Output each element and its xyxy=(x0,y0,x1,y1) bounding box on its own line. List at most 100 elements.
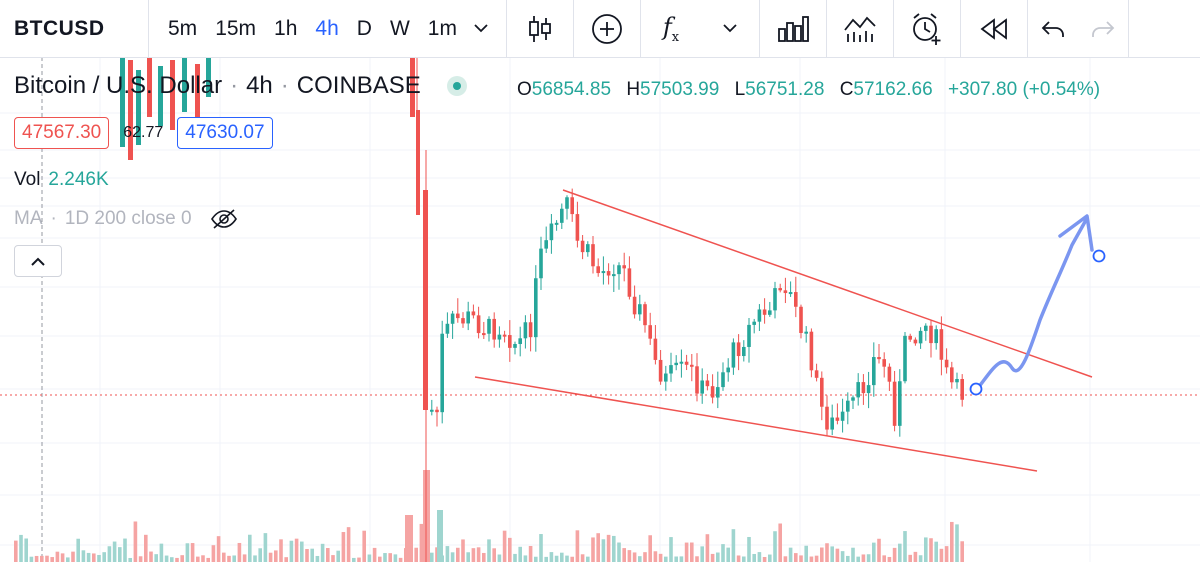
volume-bar xyxy=(19,534,23,562)
buy-price-button[interactable]: 47630.07 xyxy=(177,117,273,149)
interval-15m-button[interactable]: 15m xyxy=(215,16,257,40)
candle-body xyxy=(476,315,481,334)
volume-bar xyxy=(393,554,398,562)
volume-bar xyxy=(248,534,252,562)
candle-body xyxy=(918,330,923,344)
redo-icon[interactable] xyxy=(1078,0,1128,57)
candle-body xyxy=(128,60,133,160)
volume-bar xyxy=(528,545,533,562)
price-chart[interactable] xyxy=(0,57,1200,562)
candle-body xyxy=(632,296,637,315)
symbol-search-button[interactable]: BTCUSD xyxy=(14,16,105,40)
volume-bar xyxy=(586,556,590,562)
candle-body xyxy=(684,361,689,365)
candle-body xyxy=(445,323,450,334)
candle-body xyxy=(788,292,793,295)
ma-legend[interactable]: MA · 1D 200 close 0 xyxy=(14,208,238,230)
candle-body xyxy=(482,333,486,336)
volume-bar xyxy=(34,555,39,562)
drawing-handle xyxy=(1092,249,1106,263)
volume-bar xyxy=(86,552,91,562)
volume-bar xyxy=(695,556,699,562)
candle-body xyxy=(492,318,496,340)
upper-trendline xyxy=(562,189,1093,378)
candle-body xyxy=(773,288,777,311)
legend-separator: · xyxy=(230,72,239,99)
candle-body xyxy=(612,274,616,277)
volume-bar xyxy=(617,542,621,562)
projection-arrow xyxy=(976,218,1088,390)
toolbar-divider xyxy=(1127,0,1129,57)
interval-4h-button[interactable]: 4h xyxy=(315,16,339,40)
volume-bar xyxy=(866,554,871,562)
toolbar-divider xyxy=(639,0,641,57)
sell-price-button[interactable]: 47567.30 xyxy=(14,117,110,149)
undo-icon[interactable] xyxy=(1028,0,1078,57)
symbol-name: Bitcoin / U.S. Dollar xyxy=(14,72,223,99)
volume-bar xyxy=(716,552,720,562)
candle-body xyxy=(960,379,964,400)
hidden-eye-icon[interactable] xyxy=(210,209,238,229)
candle-body xyxy=(643,304,647,326)
volume-bar xyxy=(45,555,49,562)
toolbar-divider xyxy=(572,0,574,57)
candle-body xyxy=(762,309,767,315)
indicators-button[interactable]: fx xyxy=(641,0,759,57)
collapse-legend-button[interactable] xyxy=(14,245,62,277)
candle-body xyxy=(450,313,455,324)
volume-bar xyxy=(856,556,860,562)
toolbar-divider xyxy=(959,0,961,57)
volume-bar xyxy=(835,548,840,562)
interval-1m-button[interactable]: 1m xyxy=(427,16,457,40)
volume-bar xyxy=(346,527,351,562)
alert-icon[interactable] xyxy=(894,0,960,57)
volume-bar xyxy=(747,536,751,562)
volume-bar xyxy=(253,555,257,562)
volume-bar xyxy=(752,553,756,562)
candle-body xyxy=(586,244,590,253)
volume-bar xyxy=(887,556,892,562)
volume-bar xyxy=(476,547,481,562)
candle-body xyxy=(658,359,663,382)
legend-interval: 4h xyxy=(246,72,273,99)
volume-bar xyxy=(565,555,569,562)
candle-body xyxy=(456,313,460,319)
drawing-layer[interactable] xyxy=(474,189,1106,472)
candle-body xyxy=(534,278,538,338)
volume-bar xyxy=(606,534,611,562)
volume-bar xyxy=(149,551,153,562)
volume-bar xyxy=(742,556,746,562)
candle-body xyxy=(851,397,855,401)
candle-body xyxy=(430,409,434,412)
market-status-icon[interactable] xyxy=(446,76,467,96)
chevron-down-icon[interactable] xyxy=(466,24,496,33)
candles-icon[interactable] xyxy=(507,0,573,57)
volume-bar xyxy=(903,531,907,562)
volume-legend[interactable]: Vol 2.246K xyxy=(14,169,109,191)
interval-1h-button[interactable]: 1h xyxy=(274,16,298,40)
arrow-head-icon xyxy=(1058,214,1094,252)
strategy-icon[interactable] xyxy=(827,0,893,57)
candle-body xyxy=(736,342,741,357)
chevron-down-icon[interactable] xyxy=(723,24,737,33)
volume-bar xyxy=(201,555,205,562)
high-value: 57503.99 xyxy=(640,79,720,100)
candle-body xyxy=(820,377,824,407)
volume-bar xyxy=(799,555,803,562)
symbol-legend[interactable]: Bitcoin / U.S. Dollar · 4h · COINBASE xyxy=(14,72,467,100)
candle-body xyxy=(835,417,840,421)
interval-w-button[interactable]: W xyxy=(389,16,410,40)
add-compare-icon[interactable] xyxy=(574,0,640,57)
toolbar-divider xyxy=(148,0,149,57)
templates-icon[interactable] xyxy=(760,0,826,57)
toolbar-divider xyxy=(1026,0,1028,57)
volume-bar xyxy=(648,535,652,562)
candle-body xyxy=(752,321,756,325)
volume-bar xyxy=(284,557,288,562)
interval-d-button[interactable]: D xyxy=(356,16,372,40)
volume-bar xyxy=(492,548,496,562)
interval-5m-button[interactable]: 5m xyxy=(168,16,198,40)
volume-bar xyxy=(112,541,117,562)
volume-bar xyxy=(237,542,242,562)
replay-icon[interactable] xyxy=(961,0,1027,57)
